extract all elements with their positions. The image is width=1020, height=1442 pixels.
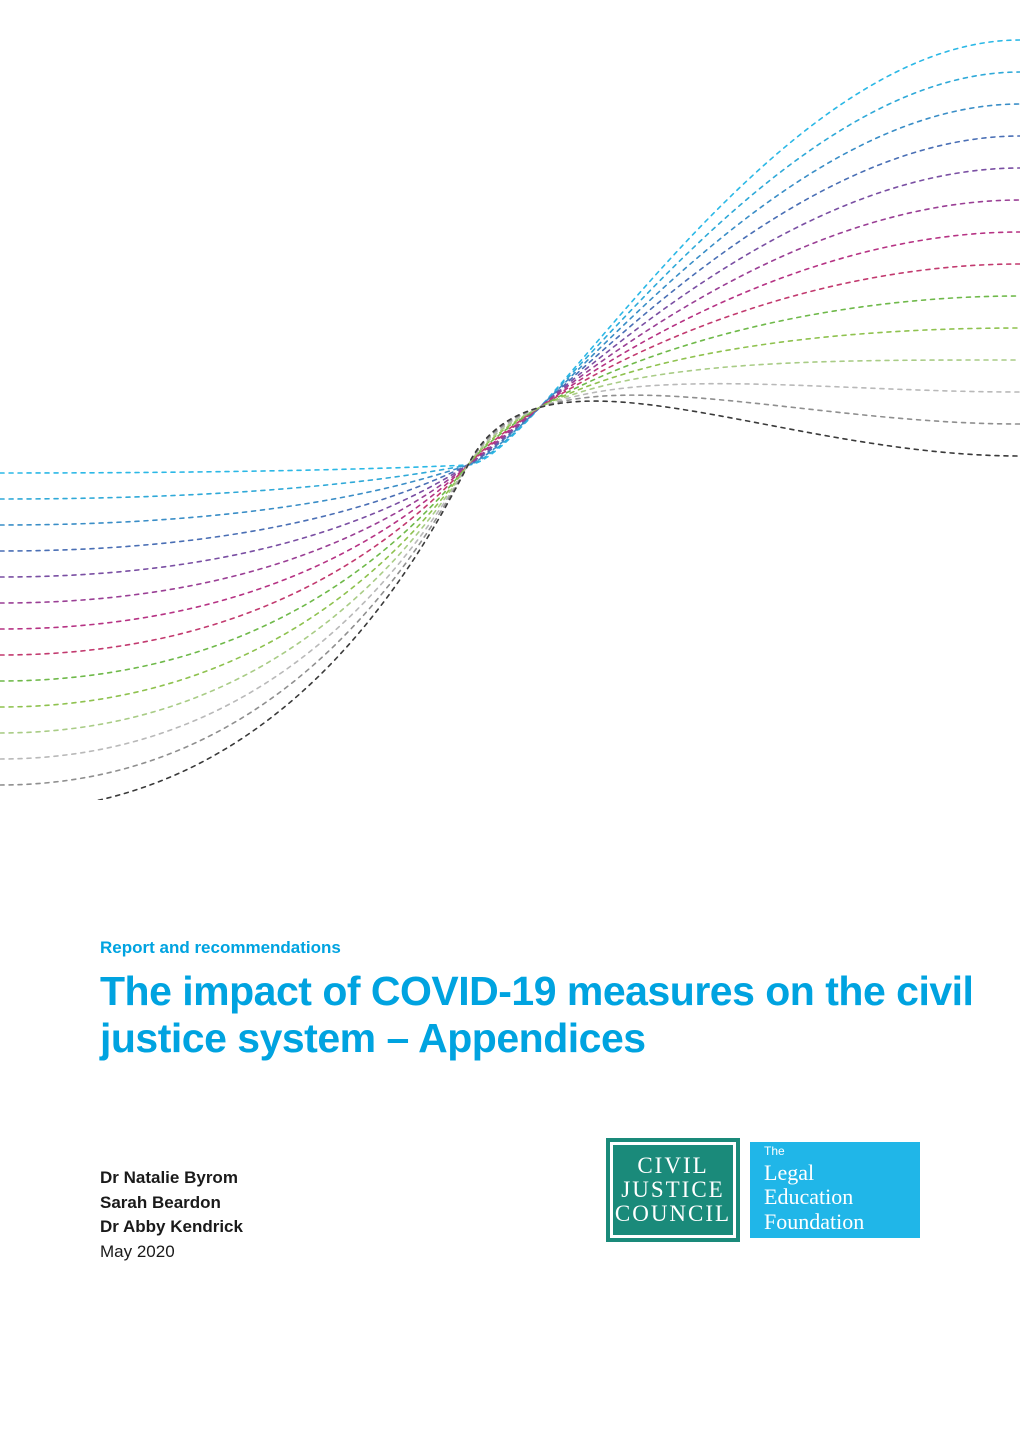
report-subtitle: Report and recommendations (100, 938, 341, 958)
publication-date: May 2020 (100, 1240, 243, 1265)
logo-lef-the: The (764, 1145, 906, 1158)
logo-cjc-line: JUSTICE (621, 1178, 724, 1202)
author-name: Sarah Beardon (100, 1191, 243, 1216)
civil-justice-council-logo: CIVIL JUSTICE COUNCIL (610, 1142, 736, 1238)
decorative-curves (0, 0, 1020, 800)
logo-lef-line: Education (764, 1185, 906, 1210)
report-cover-page: Report and recommendations The impact of… (0, 0, 1020, 1442)
logo-lef-line: Legal (764, 1161, 906, 1186)
logos-block: CIVIL JUSTICE COUNCIL The Legal Educatio… (610, 1142, 920, 1238)
legal-education-foundation-logo: The Legal Education Foundation (750, 1142, 920, 1238)
logo-lef-line: Foundation (764, 1210, 906, 1235)
report-title: The impact of COVID-19 measures on the c… (100, 968, 1020, 1062)
author-name: Dr Abby Kendrick (100, 1215, 243, 1240)
logo-cjc-line: COUNCIL (615, 1202, 731, 1226)
logo-cjc-line: CIVIL (637, 1154, 708, 1178)
authors-block: Dr Natalie Byrom Sarah Beardon Dr Abby K… (100, 1166, 243, 1265)
author-name: Dr Natalie Byrom (100, 1166, 243, 1191)
